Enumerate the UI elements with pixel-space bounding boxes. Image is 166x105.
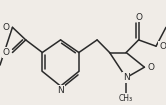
Text: O: O <box>2 23 9 32</box>
Text: O: O <box>147 63 154 72</box>
Text: N: N <box>123 73 129 82</box>
Text: N: N <box>57 86 64 95</box>
Text: O: O <box>2 48 9 57</box>
Text: O: O <box>135 12 142 22</box>
Text: O: O <box>159 42 166 51</box>
Text: CH₃: CH₃ <box>119 94 133 103</box>
